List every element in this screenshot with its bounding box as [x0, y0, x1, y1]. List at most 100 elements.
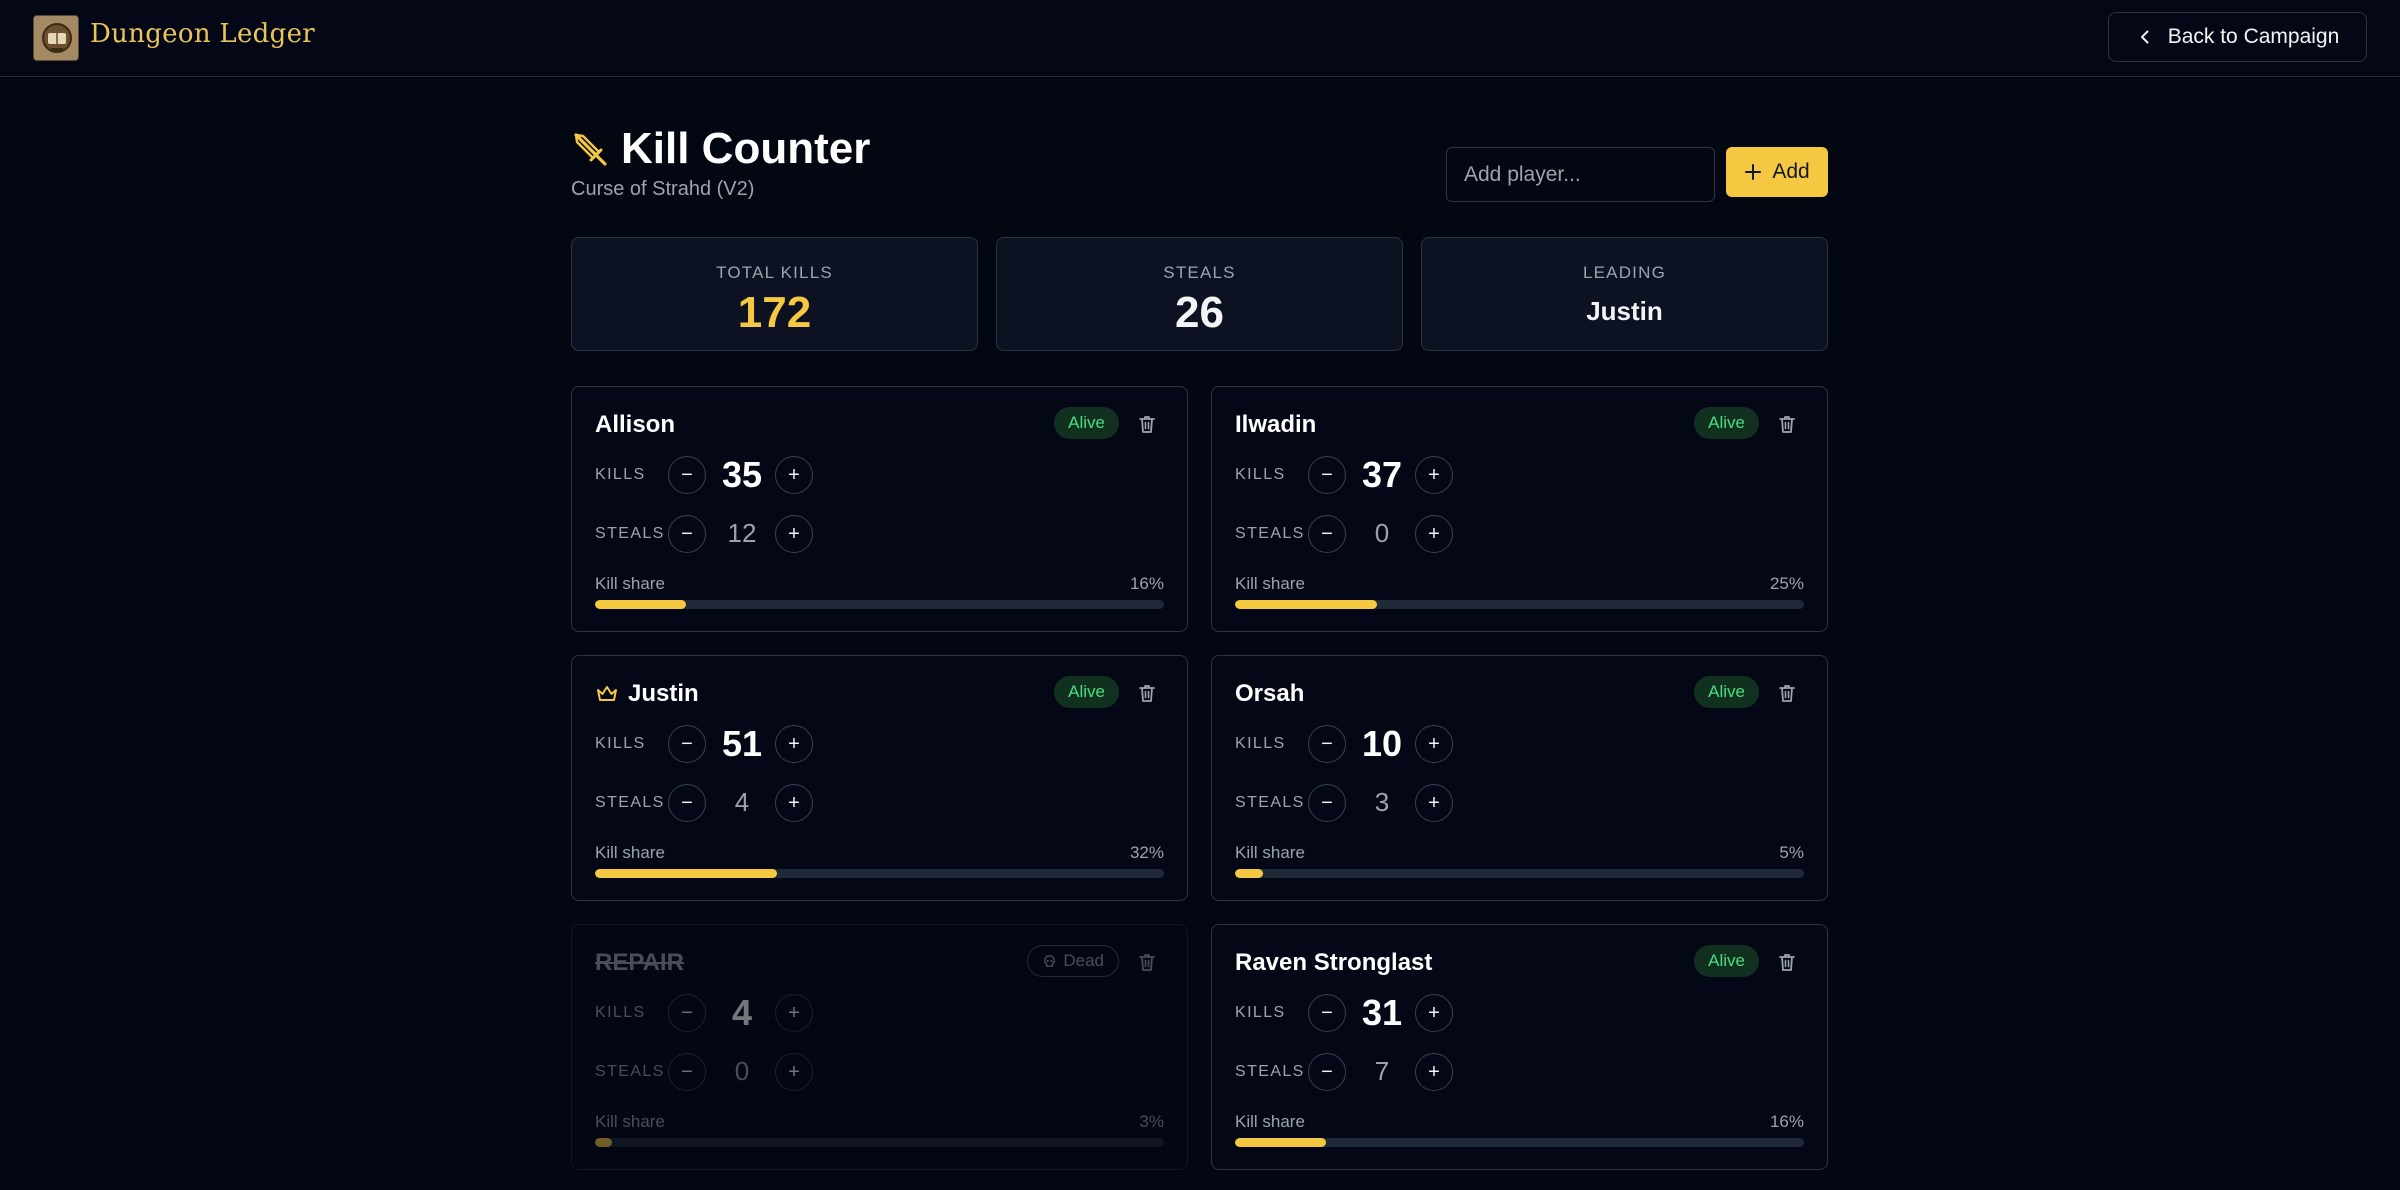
kills-increment-button[interactable]: +	[775, 725, 813, 763]
stat-label: STEALS	[1163, 263, 1236, 282]
kill-share-label: Kill share	[595, 1112, 665, 1131]
kills-decrement-button[interactable]: −	[1308, 994, 1346, 1032]
kills-increment-button[interactable]: +	[775, 456, 813, 494]
player-card: Raven Stronglast Alive KILLS −31 + STEALS −7 + K…	[1211, 924, 1828, 1170]
steals-value: 12	[727, 518, 757, 548]
kills-decrement-button[interactable]: −	[668, 725, 706, 763]
kill-share-bar	[1235, 869, 1804, 878]
steals-value: 0	[734, 1056, 750, 1086]
status-badge[interactable]: Alive	[1054, 676, 1119, 708]
campaign-subtitle: Curse of Strahd (V2)	[571, 178, 755, 200]
kills-value: 31	[1361, 992, 1403, 1033]
trash-icon[interactable]	[1136, 413, 1158, 435]
stat-leading: LEADING Justin	[1421, 237, 1828, 351]
steals-increment-button[interactable]: +	[775, 515, 813, 553]
kill-share-label: Kill share	[595, 843, 665, 862]
status-badge[interactable]: Alive	[1694, 945, 1759, 977]
player-name: Ilwadin	[1235, 411, 1316, 439]
steals-increment-button[interactable]: +	[775, 1053, 813, 1091]
player-name: Orsah	[1235, 680, 1304, 708]
trash-icon[interactable]	[1776, 413, 1798, 435]
app-logo-icon[interactable]	[33, 15, 79, 61]
kill-share-percent: 16%	[1129, 574, 1164, 593]
kill-share-label: Kill share	[595, 574, 665, 593]
kill-share-bar-fill	[1235, 600, 1378, 609]
trash-icon[interactable]	[1776, 682, 1798, 704]
steals-label: STEALS	[1235, 1063, 1305, 1080]
status-text: Alive	[1708, 413, 1745, 432]
kills-decrement-button[interactable]: −	[668, 994, 706, 1032]
kills-value: 4	[731, 992, 753, 1033]
status-badge[interactable]: Alive	[1054, 407, 1119, 439]
kill-share-bar	[1235, 1138, 1804, 1147]
steals-label: STEALS	[595, 794, 665, 811]
status-badge[interactable]: Alive	[1694, 676, 1759, 708]
steals-decrement-button[interactable]: −	[1308, 515, 1346, 553]
add-player-input[interactable]	[1446, 147, 1715, 202]
kills-increment-button[interactable]: +	[1415, 994, 1453, 1032]
steals-label: STEALS	[595, 525, 665, 542]
steals-decrement-button[interactable]: −	[1308, 784, 1346, 822]
header-row: Kill Counter Curse of Strahd (V2) Add	[571, 118, 1828, 238]
kills-decrement-button[interactable]: −	[668, 456, 706, 494]
player-name: REPAIR	[595, 949, 684, 977]
trash-icon[interactable]	[1136, 682, 1158, 704]
kills-value: 10	[1361, 723, 1403, 764]
kills-increment-button[interactable]: +	[1415, 456, 1453, 494]
steals-increment-button[interactable]: +	[1415, 515, 1453, 553]
stat-value: 26	[1175, 288, 1224, 337]
status-badge[interactable]: Dead	[1027, 945, 1119, 977]
kills-label: KILLS	[595, 466, 646, 483]
stats-row: TOTAL KILLS 172 STEALS 26 LEADING Justin	[571, 237, 1828, 351]
kill-share-bar	[595, 1138, 1164, 1147]
steals-decrement-button[interactable]: −	[668, 515, 706, 553]
kill-share-label: Kill share	[1235, 574, 1305, 593]
player-name: Allison	[595, 411, 675, 439]
steals-increment-button[interactable]: +	[1415, 784, 1453, 822]
steals-value: 3	[1374, 787, 1390, 817]
player-name-text: Ilwadin	[1235, 411, 1317, 438]
trash-icon[interactable]	[1136, 951, 1158, 973]
add-button-label: Add	[1772, 160, 1810, 183]
skull-icon	[1042, 954, 1057, 969]
kills-value: 51	[721, 723, 763, 764]
kills-increment-button[interactable]: +	[775, 994, 813, 1032]
chevron-left-icon	[2140, 30, 2149, 44]
kills-decrement-button[interactable]: −	[1308, 456, 1346, 494]
steals-decrement-button[interactable]: −	[668, 784, 706, 822]
kill-share-percent: 25%	[1769, 574, 1804, 593]
steals-value: 0	[1374, 518, 1390, 548]
player-name: Justin	[595, 680, 699, 708]
kill-share-percent: 16%	[1769, 1112, 1804, 1131]
player-name-text: Justin	[628, 680, 699, 707]
steals-increment-button[interactable]: +	[1415, 1053, 1453, 1091]
steals-label: STEALS	[595, 1063, 665, 1080]
kill-share-bar-fill	[1235, 869, 1264, 878]
player-card: Orsah Alive KILLS −10 + STEALS −3 + Kill share 5%	[1211, 655, 1828, 901]
main-content: Kill Counter Curse of Strahd (V2) Add TO…	[571, 118, 1828, 351]
player-name-text: Allison	[595, 411, 676, 438]
add-player-button[interactable]: Add	[1726, 147, 1828, 197]
brand-name[interactable]: Dungeon Ledger	[90, 19, 315, 49]
kills-decrement-button[interactable]: −	[1308, 725, 1346, 763]
trash-icon[interactable]	[1776, 951, 1798, 973]
kill-share-bar-fill	[1235, 1138, 1327, 1147]
kill-share-label: Kill share	[1235, 843, 1305, 862]
kills-increment-button[interactable]: +	[1415, 725, 1453, 763]
player-name-text: REPAIR	[595, 949, 684, 976]
steals-increment-button[interactable]: +	[775, 784, 813, 822]
steals-label: STEALS	[1235, 794, 1305, 811]
player-name-text: Raven Stronglast	[1235, 949, 1433, 976]
back-to-campaign-button[interactable]: Back to Campaign	[2108, 12, 2367, 62]
page-title: Kill Counter	[571, 124, 870, 174]
kills-value: 35	[721, 454, 763, 495]
kill-share-bar-fill	[595, 600, 687, 609]
kills-label: KILLS	[1235, 1004, 1286, 1021]
player-card: Ilwadin Alive KILLS −37 + STEALS −0 + Kill share…	[1211, 386, 1828, 632]
steals-decrement-button[interactable]: −	[1308, 1053, 1346, 1091]
steals-value: 4	[734, 787, 750, 817]
steals-decrement-button[interactable]: −	[668, 1053, 706, 1091]
plus-icon	[1745, 164, 1762, 180]
stat-label: LEADING	[1582, 263, 1667, 282]
status-badge[interactable]: Alive	[1694, 407, 1759, 439]
